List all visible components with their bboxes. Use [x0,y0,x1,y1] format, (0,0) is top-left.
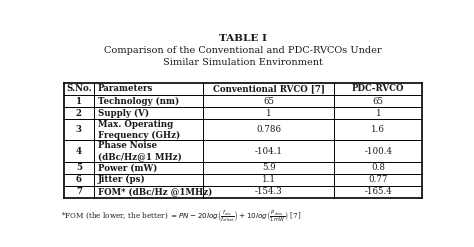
Text: Supply (V): Supply (V) [98,109,149,118]
Text: *FOM (the lower, the better) $= PN - 20log\left(\frac{f_{osc}}{f_{offset}}\right: *FOM (the lower, the better) $= PN - 20l… [61,208,301,225]
Text: -104.1: -104.1 [255,146,283,156]
Text: Conventional RVCO [7]: Conventional RVCO [7] [213,84,325,93]
Text: Similar Simulation Environment: Similar Simulation Environment [163,58,323,67]
Text: -165.4: -165.4 [365,187,392,196]
Text: 1: 1 [266,109,272,118]
Text: 5.9: 5.9 [262,163,276,172]
Text: 0.77: 0.77 [369,175,388,184]
Text: FOM* (dBc/Hz @1MHz): FOM* (dBc/Hz @1MHz) [98,187,212,196]
Text: 2: 2 [76,109,82,118]
Text: 1: 1 [375,109,381,118]
Text: 1.1: 1.1 [262,175,276,184]
Text: 1.6: 1.6 [371,125,385,134]
Text: TABLE I: TABLE I [219,34,267,43]
Text: 7: 7 [76,187,82,196]
Text: 0.786: 0.786 [256,125,282,134]
Text: 5: 5 [76,163,82,172]
Text: 65: 65 [373,97,384,105]
Text: -154.3: -154.3 [255,187,283,196]
Text: 65: 65 [264,97,274,105]
Text: Jitter (ps): Jitter (ps) [98,175,146,184]
Text: 6: 6 [76,175,82,184]
Text: Comparison of the Conventional and PDC-RVCOs Under: Comparison of the Conventional and PDC-R… [104,46,382,55]
Text: Power (mW): Power (mW) [98,163,157,172]
Text: 3: 3 [76,125,82,134]
Text: 0.8: 0.8 [371,163,385,172]
Text: S.No.: S.No. [66,84,92,93]
Text: 1: 1 [76,97,82,105]
Text: Phase Noise
(dBc/Hz@1 MHz): Phase Noise (dBc/Hz@1 MHz) [98,141,182,161]
Text: Technology (nm): Technology (nm) [98,97,179,106]
Text: Max. Operating
Frequency (GHz): Max. Operating Frequency (GHz) [98,120,180,140]
Text: -100.4: -100.4 [365,146,392,156]
Text: 4: 4 [76,146,82,156]
Text: Parameters: Parameters [98,84,153,93]
Text: PDC-RVCO: PDC-RVCO [352,84,404,93]
